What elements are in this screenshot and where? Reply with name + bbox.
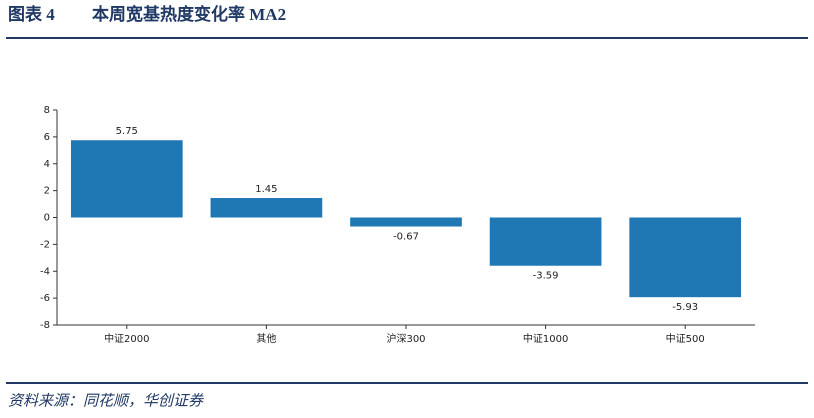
y-tick-label: -8 — [40, 320, 50, 331]
bar — [489, 217, 602, 266]
value-label: -5.93 — [672, 302, 698, 313]
value-label: 1.45 — [255, 184, 277, 195]
y-tick-label: -2 — [40, 239, 50, 250]
x-tick-label: 中证500 — [666, 332, 705, 345]
y-tick-label: 2 — [44, 186, 50, 197]
chart-title: 本周宽基热度变化率 MA2 — [92, 4, 286, 24]
x-tick-label: 其他 — [256, 332, 276, 345]
value-label: 5.75 — [116, 126, 138, 137]
bar — [210, 198, 323, 218]
bar — [350, 217, 462, 227]
y-tick-label: 8 — [44, 105, 50, 116]
bar — [70, 140, 183, 218]
value-label: -0.67 — [393, 232, 419, 243]
x-tick-label: 沪深300 — [386, 332, 425, 345]
x-tick-label: 中证1000 — [523, 332, 568, 345]
y-tick-label: 0 — [44, 213, 50, 224]
bar — [629, 217, 742, 298]
x-tick-label: 中证2000 — [104, 332, 149, 345]
figure-label: 图表 4 — [8, 4, 55, 24]
y-tick-label: 4 — [44, 159, 50, 170]
value-label: -3.59 — [533, 271, 559, 282]
y-tick-label: -4 — [40, 266, 50, 277]
y-tick-label: -6 — [40, 293, 50, 304]
source-note: 资料来源：同花顺，华创证券 — [8, 392, 204, 409]
y-tick-label: 6 — [44, 132, 50, 143]
